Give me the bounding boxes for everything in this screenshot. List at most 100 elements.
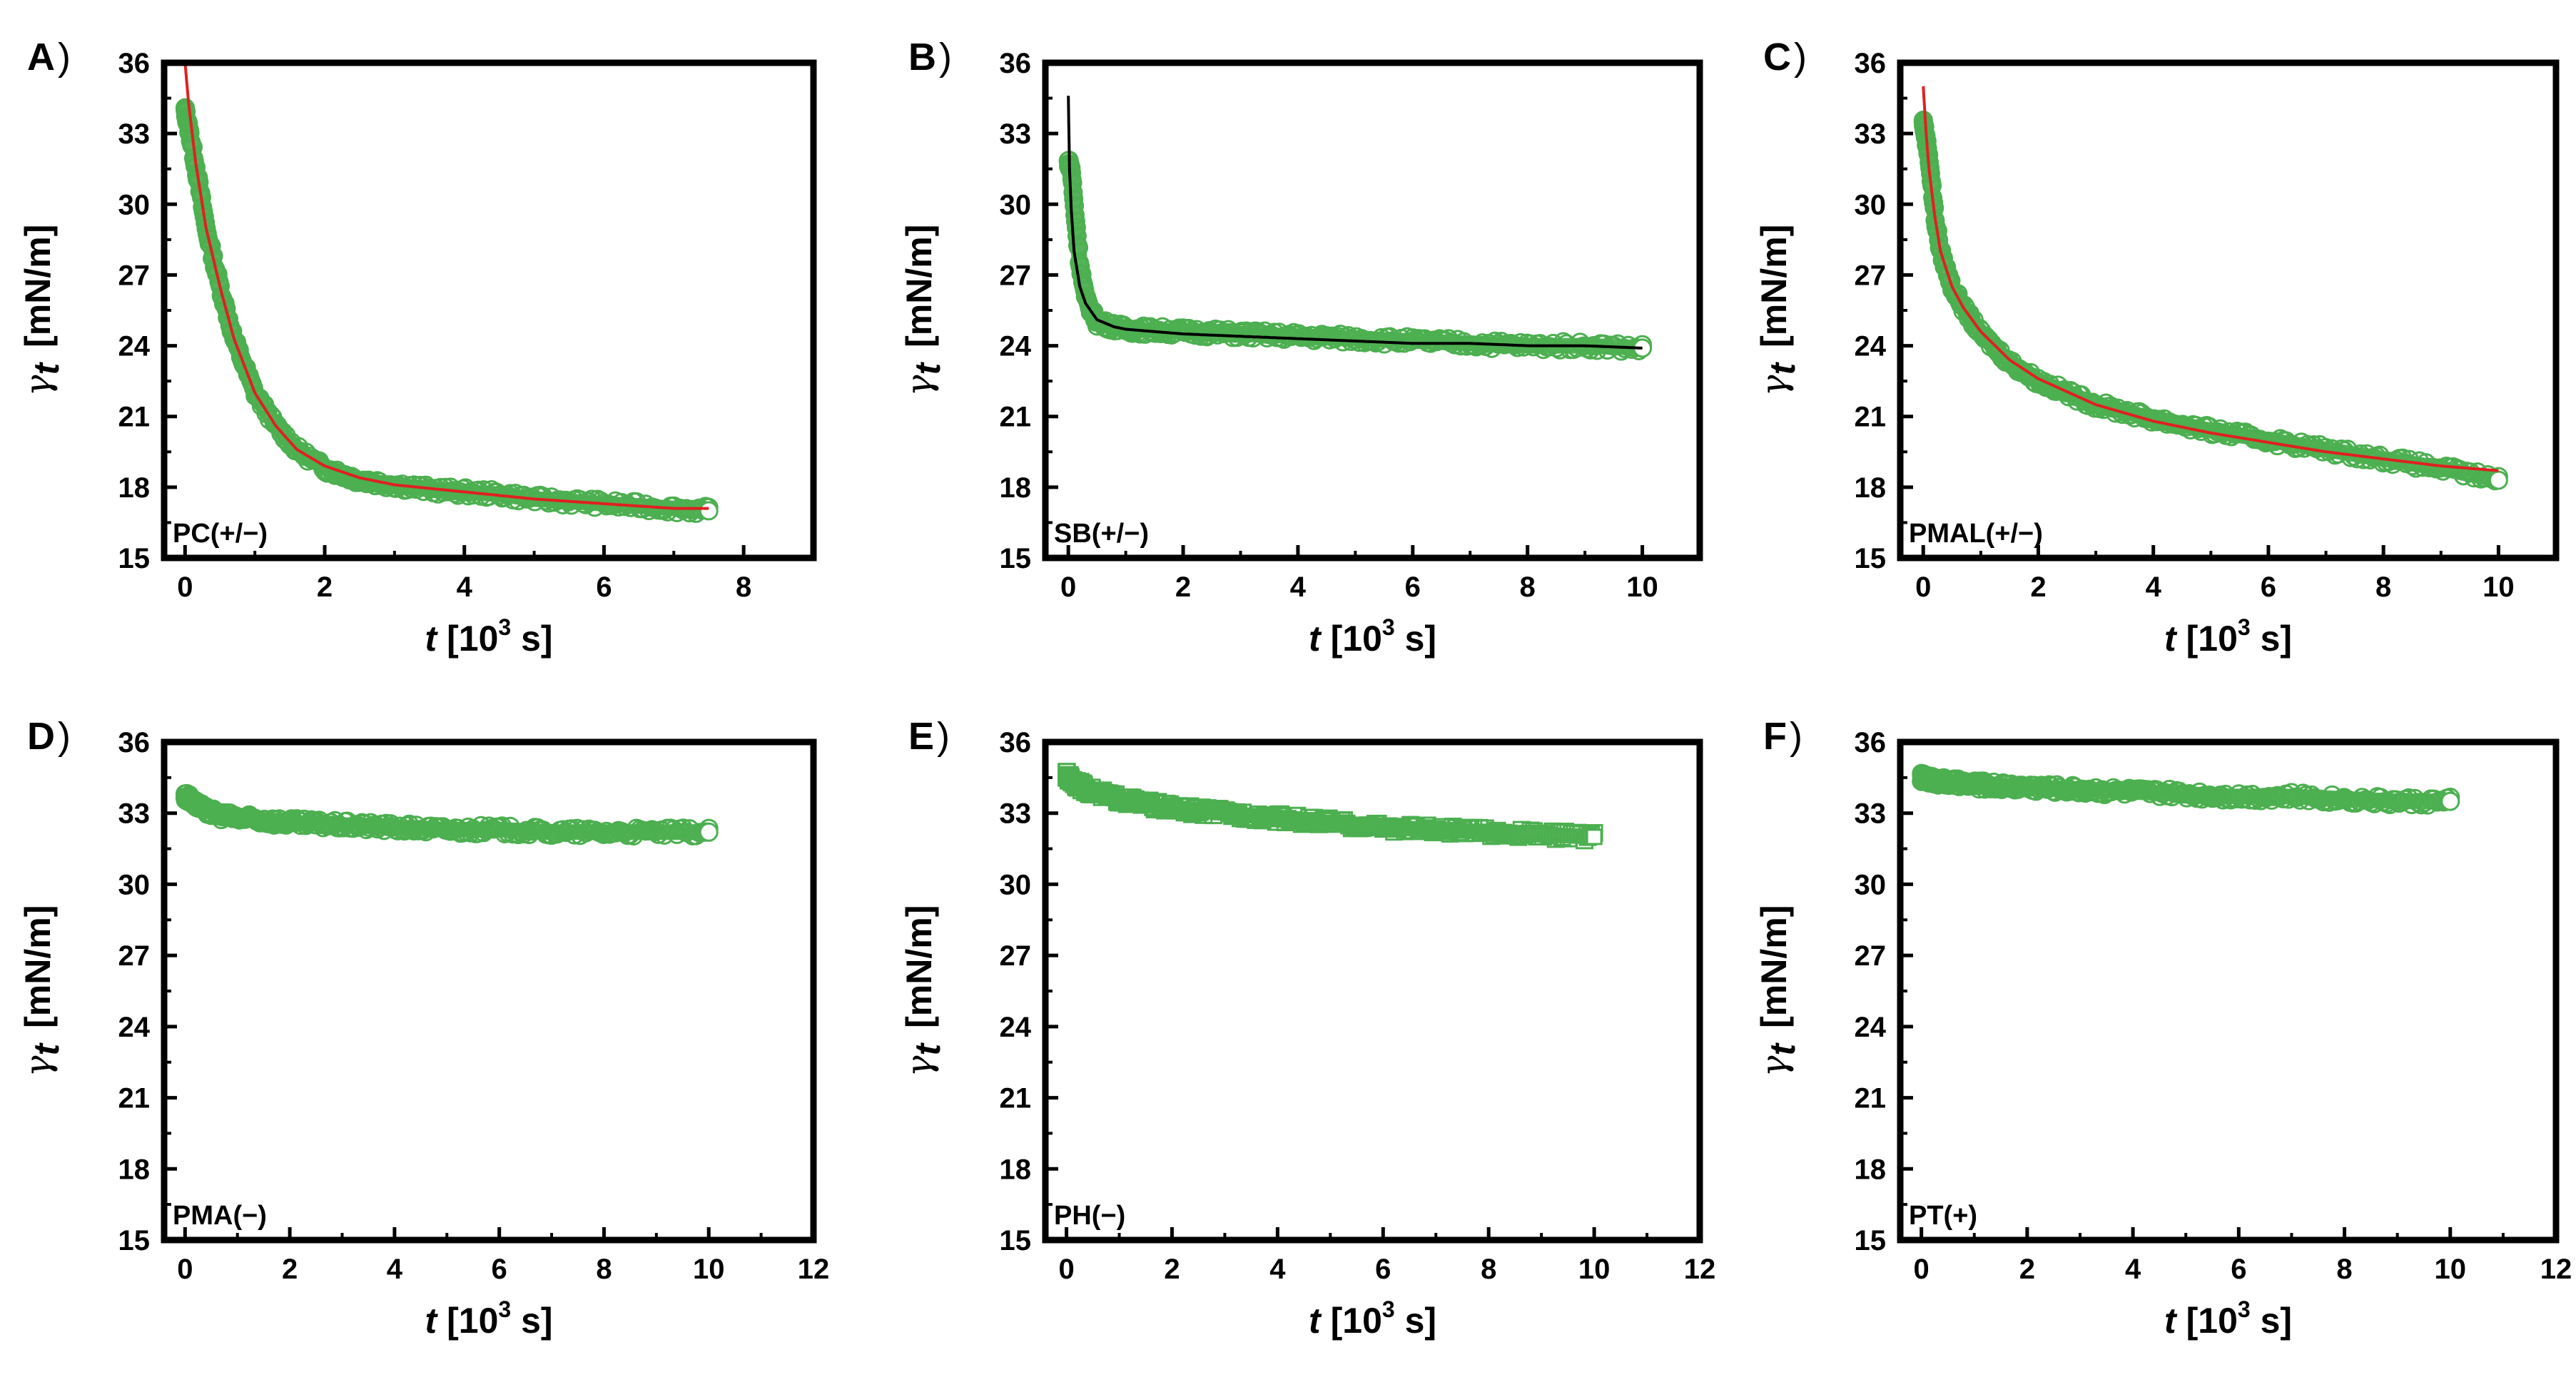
y-axis-label: γt [mN/m] xyxy=(17,905,66,1077)
x-tick-label: 6 xyxy=(2231,1254,2246,1285)
last-data-point xyxy=(2488,470,2508,490)
y-tick-label: 30 xyxy=(1855,189,1887,220)
panel-letter: F) xyxy=(1763,715,1802,758)
x-tick-label: 0 xyxy=(1058,1254,1074,1285)
y-tick-label: 27 xyxy=(1855,260,1887,291)
y-tick-label: 18 xyxy=(118,1154,151,1185)
x-axis-exp: 3 xyxy=(498,1296,511,1322)
x-tick-label: 4 xyxy=(2125,1254,2141,1285)
y-tick-label: 18 xyxy=(1000,1154,1032,1185)
x-tick-label: 2 xyxy=(317,571,333,603)
y-axis-label: γt [mN/m] xyxy=(1753,225,1802,397)
sample-label: PT(+) xyxy=(1909,1201,1977,1231)
x-tick-label: 8 xyxy=(2336,1254,2352,1285)
y-axis-gamma: γ xyxy=(1753,1055,1795,1077)
y-tick-label: 30 xyxy=(118,869,151,900)
x-axis-label: t [103 s] xyxy=(425,614,552,659)
panel-letter-char: A xyxy=(27,36,55,78)
x-axis-unit: [10 xyxy=(447,619,498,659)
y-axis-sub: t xyxy=(1763,361,1802,375)
sample-label: SB(+/−) xyxy=(1054,519,1149,549)
sample-label: PH(−) xyxy=(1054,1201,1125,1231)
y-axis-unit: [mN/m] xyxy=(1754,905,1794,1028)
y-tick-label: 21 xyxy=(118,1083,151,1114)
x-axis-unit-end: s] xyxy=(511,1301,552,1341)
x-axis-exp: 3 xyxy=(2238,1296,2251,1322)
x-tick-label: 0 xyxy=(1914,1254,1930,1285)
panel-letter-char: B xyxy=(908,36,936,78)
x-tick-label: 4 xyxy=(2146,571,2162,603)
y-tick-label: 27 xyxy=(118,260,151,291)
panel-letter-char: C xyxy=(1763,36,1791,78)
plot-area xyxy=(1913,86,2508,491)
x-tick-label: 4 xyxy=(457,571,473,603)
x-tick-label: 12 xyxy=(798,1254,830,1285)
y-tick-label: 24 xyxy=(118,1012,151,1043)
x-axis-label: t [103 s] xyxy=(2164,614,2292,659)
x-tick-label: 4 xyxy=(387,1254,403,1285)
panel-letter-paren: ) xyxy=(1790,715,1802,758)
y-tick-label: 36 xyxy=(1000,727,1032,758)
panel-letter-paren: ) xyxy=(58,36,71,78)
y-axis-unit: [mN/m] xyxy=(18,905,58,1028)
x-tick-label: 10 xyxy=(693,1254,725,1285)
y-axis-label: γt [mN/m] xyxy=(17,225,66,397)
data-band xyxy=(1058,767,1603,845)
x-axis-label: t [103 s] xyxy=(2164,1296,2292,1341)
x-axis-var: t xyxy=(1309,1301,1322,1341)
x-tick-label: 2 xyxy=(1175,571,1191,603)
x-tick-label: 10 xyxy=(2483,571,2515,603)
x-axis-unit-end: s] xyxy=(511,619,552,659)
x-axis-exp: 3 xyxy=(1382,614,1395,640)
y-tick-label: 15 xyxy=(118,1225,151,1256)
data-band xyxy=(177,788,717,840)
y-tick-label: 30 xyxy=(1000,189,1032,220)
panel-letter-paren: ) xyxy=(58,715,71,758)
plot-area xyxy=(1912,763,2460,815)
x-tick-label: 2 xyxy=(2030,571,2046,603)
x-axis-unit: [10 xyxy=(2186,1301,2238,1341)
x-axis-unit: [10 xyxy=(2186,619,2238,659)
y-tick-label: 15 xyxy=(1000,543,1032,574)
x-axis-unit-end: s] xyxy=(1395,1301,1436,1341)
x-tick-label: 10 xyxy=(1578,1254,1611,1285)
y-tick-label: 27 xyxy=(1000,940,1032,972)
y-tick-label: 24 xyxy=(1000,1012,1032,1043)
plot-area xyxy=(175,63,719,523)
y-tick-label: 21 xyxy=(1855,402,1887,433)
x-axis-unit: [10 xyxy=(1331,619,1382,659)
y-axis-gamma: γ xyxy=(17,1055,59,1077)
data-band xyxy=(1915,113,2507,488)
y-axis-unit: [mN/m] xyxy=(1754,225,1794,347)
plot-frame xyxy=(161,738,817,1244)
y-tick-label: 27 xyxy=(1000,260,1032,291)
x-tick-label: 6 xyxy=(2261,571,2276,603)
plot-area xyxy=(1058,96,1653,361)
x-tick-label: 6 xyxy=(1375,1254,1391,1285)
x-axis-unit-end: s] xyxy=(1395,619,1436,659)
panel-letter-char: E xyxy=(908,715,934,758)
x-tick-label: 0 xyxy=(1915,571,1931,603)
y-tick-label: 24 xyxy=(118,331,151,362)
x-tick-label: 4 xyxy=(1269,1254,1286,1285)
y-axis-gamma: γ xyxy=(1753,375,1795,396)
x-tick-label: 6 xyxy=(1405,571,1421,603)
y-tick-label: 21 xyxy=(1000,1083,1032,1114)
last-data-point xyxy=(699,822,719,842)
sample-label: PMAL(+/−) xyxy=(1909,519,2043,549)
y-tick-label: 21 xyxy=(1855,1083,1887,1114)
y-tick-label: 33 xyxy=(118,798,151,830)
x-tick-label: 2 xyxy=(282,1254,298,1285)
plot-frame xyxy=(161,59,817,562)
y-tick-label: 33 xyxy=(1855,798,1887,830)
x-tick-label: 10 xyxy=(2435,1254,2467,1285)
y-axis-gamma: γ xyxy=(17,375,59,396)
y-tick-label: 30 xyxy=(118,189,151,220)
plot-area xyxy=(1058,763,1603,850)
y-axis-label: γt [mN/m] xyxy=(1753,905,1802,1077)
x-axis-unit-end: s] xyxy=(2251,1301,2292,1341)
x-axis-label: t [103 s] xyxy=(1309,1296,1436,1341)
